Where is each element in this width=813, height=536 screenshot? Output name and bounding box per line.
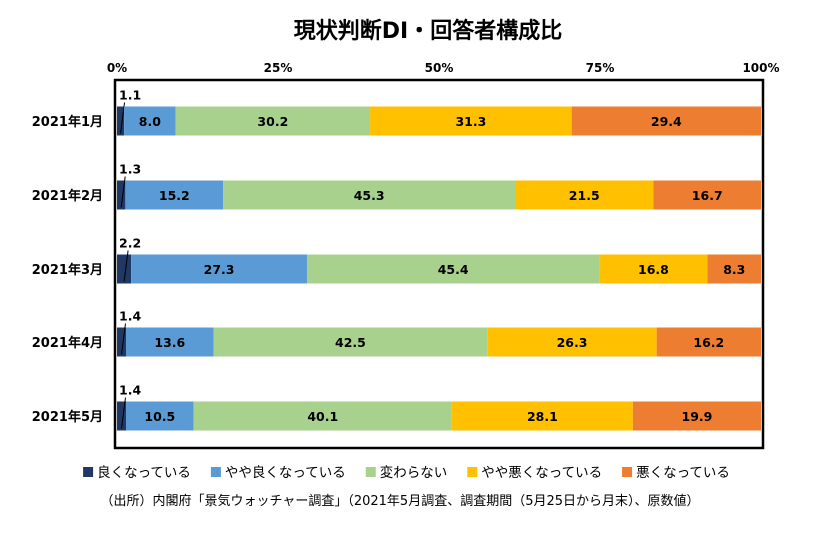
bar-segment — [656, 327, 761, 357]
bar-segment — [124, 106, 176, 136]
bar-segment — [707, 254, 761, 284]
legend-item: 良くなっている — [83, 465, 191, 481]
x-axis-ticks: 0% 25% 50% 75% 100% — [107, 61, 780, 75]
bar-segment — [131, 254, 307, 284]
source-note: （出所）内閣府「景気ウォッチャー調査」（2021年5月調査、調査期間（5月25日… — [100, 493, 699, 509]
data-label: 27.3 — [204, 262, 235, 277]
data-label-leader — [120, 102, 126, 134]
data-label: 13.6 — [154, 335, 185, 350]
data-label: 2.2 — [119, 236, 141, 251]
bar-segment — [117, 401, 127, 431]
legend-label: 悪くなっている — [636, 465, 730, 481]
data-label: 45.3 — [354, 188, 385, 203]
data-label: 1.4 — [119, 383, 141, 398]
bar-segment — [599, 254, 708, 284]
bar-segment — [653, 180, 761, 210]
data-label: 15.2 — [159, 188, 190, 203]
category-label: 2021年1月 — [32, 114, 103, 130]
data-label: 8.0 — [139, 114, 161, 129]
data-label: 8.3 — [723, 262, 745, 277]
legend-label: やや悪くなっている — [481, 465, 602, 481]
data-label: 29.4 — [651, 114, 682, 129]
category-label: 2021年3月 — [32, 262, 103, 278]
plot-area-border — [113, 78, 765, 450]
data-label: 1.3 — [119, 162, 141, 177]
bar-segment — [117, 254, 132, 284]
legend-item: 悪くなっている — [622, 465, 730, 481]
legend-swatch — [467, 467, 478, 477]
x-tick-label: 25% — [264, 61, 293, 75]
data-label-leader — [121, 397, 127, 429]
legend-label: やや良くなっている — [225, 465, 346, 481]
bar-segment — [193, 401, 452, 431]
bar-segment — [117, 106, 125, 136]
data-label: 1.1 — [119, 88, 141, 103]
bar-segment — [126, 401, 194, 431]
bar-segment — [223, 180, 515, 210]
bar-segment — [117, 180, 126, 210]
data-label: 45.4 — [438, 262, 469, 277]
data-label: 1.4 — [119, 309, 141, 324]
bar-segment — [125, 180, 224, 210]
category-label: 2021年5月 — [32, 409, 103, 425]
bar-segment — [487, 327, 657, 357]
bar-segment — [632, 401, 761, 431]
data-label: 16.8 — [638, 262, 669, 277]
x-tick-label: 50% — [425, 61, 454, 75]
data-label: 31.3 — [455, 114, 486, 129]
x-tick-label: 0% — [107, 61, 127, 75]
legend-label: 変わらない — [380, 464, 448, 481]
x-tick-label: 75% — [586, 61, 615, 75]
legend-label: 良くなっている — [97, 465, 191, 481]
legend-item: 変わらない — [365, 464, 448, 481]
bar-segment — [514, 180, 654, 210]
legend-item: やや良くなっている — [210, 465, 346, 481]
data-label: 19.9 — [682, 409, 713, 424]
category-label: 2021年4月 — [32, 335, 103, 351]
bar-segment — [571, 106, 761, 136]
data-label: 28.1 — [527, 409, 558, 424]
bar-segment — [117, 327, 127, 357]
data-label: 26.3 — [557, 335, 588, 350]
chart-title: 現状判断DI・回答者構成比 — [294, 18, 562, 44]
data-label: 16.2 — [693, 335, 724, 350]
bar-segment — [213, 327, 488, 357]
bar-segment — [175, 106, 371, 136]
bar-segment — [451, 401, 633, 431]
bar-segment — [306, 254, 600, 284]
data-label: 16.7 — [692, 188, 723, 203]
legend-item: やや悪くなっている — [467, 465, 602, 481]
bars-layer: 2021年1月 1.1 8.0 30.2 31.3 29.4 2021年2月 1.3 15.2 4… — [32, 88, 761, 431]
data-label-leader — [120, 176, 126, 208]
data-label: 40.1 — [307, 409, 338, 424]
legend: 良くなっている やや良くなっている 変わらない やや悪くなっている 悪くなっている — [83, 464, 730, 481]
data-label: 21.5 — [569, 188, 600, 203]
legend-swatch — [210, 467, 221, 477]
legend-swatch — [83, 467, 94, 477]
data-label: 30.2 — [257, 114, 288, 129]
data-label: 10.5 — [144, 409, 175, 424]
legend-swatch — [365, 467, 376, 477]
bar-segment — [370, 106, 572, 136]
legend-swatch — [622, 467, 633, 477]
data-label: 42.5 — [335, 335, 366, 350]
x-tick-label: 100% — [742, 61, 779, 75]
bar-segment — [126, 327, 214, 357]
data-label-leader — [121, 323, 127, 355]
data-label-leader — [123, 250, 129, 282]
category-label: 2021年2月 — [32, 188, 103, 204]
